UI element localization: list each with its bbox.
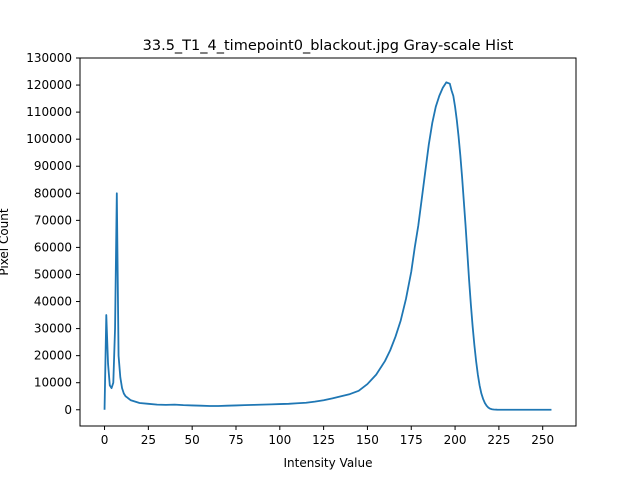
y-tick-label: 10000 (34, 376, 72, 390)
x-tick-label: 0 (101, 433, 109, 447)
x-tick-label: 100 (268, 433, 291, 447)
y-tick-label: 50000 (34, 267, 72, 281)
histogram-series-line (103, 81, 552, 411)
x-tick-label: 175 (400, 433, 423, 447)
y-tick-label: 70000 (34, 213, 72, 227)
x-tick-label: 250 (531, 433, 554, 447)
x-tick-label: 225 (487, 433, 510, 447)
y-axis-label: Pixel Count (0, 208, 11, 276)
x-tick-label: 125 (312, 433, 335, 447)
y-tick-label: 20000 (34, 349, 72, 363)
x-tick-label: 25 (141, 433, 156, 447)
y-tick-label: 130000 (26, 51, 72, 65)
plot-area-frame (79, 57, 577, 427)
y-tick-label: 30000 (34, 322, 72, 336)
y-axis: 0 10000 20000 30000 40000 50000 60000 70000 8000… (26, 51, 80, 417)
x-tick-label: 75 (228, 433, 243, 447)
chart-title: 33.5_T1_4_timepoint0_blackout.jpg Gray-s… (143, 38, 514, 54)
y-tick-label: 100000 (26, 132, 72, 146)
series-layer (103, 81, 552, 411)
x-axis: 0 25 50 75 100 125 150 175 200 225 250 (101, 426, 554, 447)
x-axis-label: Intensity Value (284, 456, 373, 470)
y-tick-label: 80000 (34, 186, 72, 200)
y-tick-label: 60000 (34, 240, 72, 254)
y-tick-label: 110000 (26, 105, 72, 119)
y-tick-label: 0 (64, 403, 72, 417)
x-tick-label: 200 (444, 433, 467, 447)
y-tick-label: 40000 (34, 295, 72, 309)
x-tick-label: 50 (185, 433, 200, 447)
y-tick-label: 120000 (26, 78, 72, 92)
x-tick-label: 150 (356, 433, 379, 447)
y-tick-label: 90000 (34, 159, 72, 173)
